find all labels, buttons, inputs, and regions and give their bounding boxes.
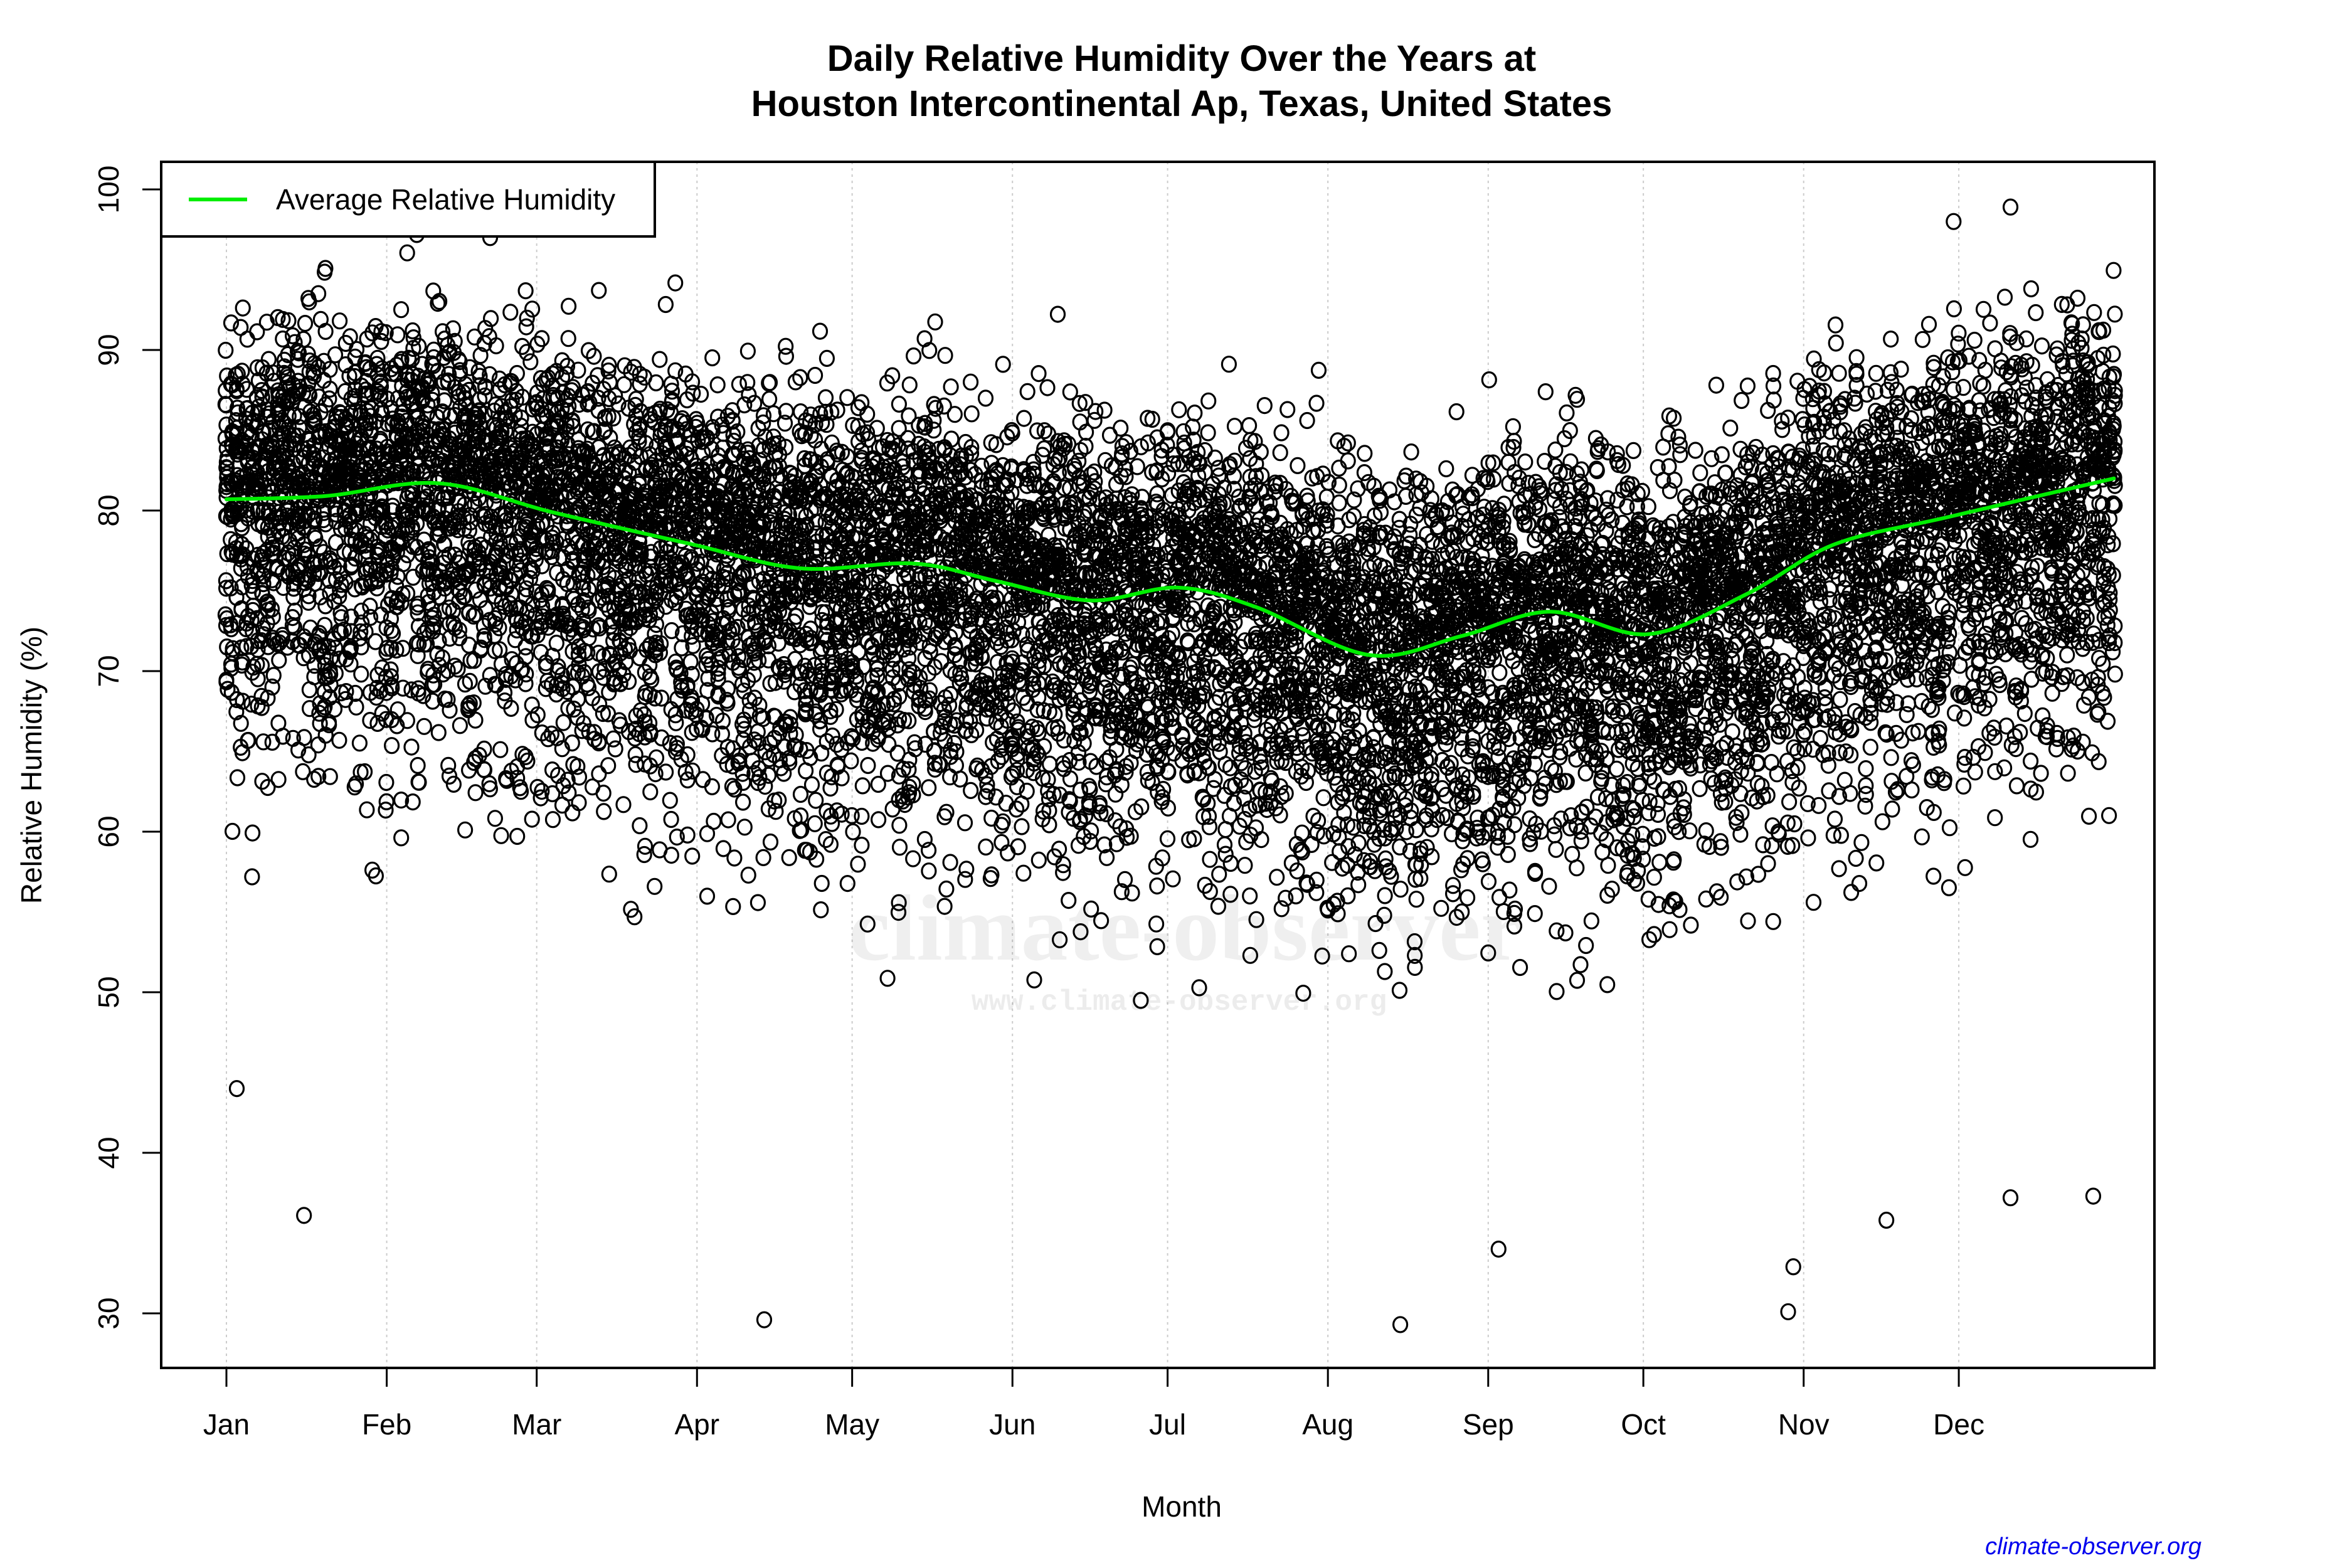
extreme-point [1392, 1316, 1409, 1333]
y-axis-title: Relative Humidity (%) [15, 627, 48, 904]
credit-link[interactable]: climate-observer.org [1985, 1534, 2201, 1560]
chart-subtitle: Houston Intercontinental Ap, Texas, Unit… [751, 83, 1613, 124]
y-axis: 30 40 50 60 70 80 90 100 [92, 166, 161, 1330]
extreme-point [1780, 1303, 1796, 1321]
x-tick-label-jul: Jul [1149, 1408, 1186, 1441]
y-tick-label: 50 [92, 976, 125, 1008]
x-tick-label-aug: Aug [1302, 1408, 1353, 1441]
average-humidity-line [225, 476, 2116, 658]
x-tick-label-feb: Feb [362, 1408, 411, 1441]
x-tick-label-nov: Nov [1778, 1408, 1830, 1441]
x-tick-label-may: May [825, 1408, 879, 1441]
extreme-point [756, 1311, 773, 1328]
extreme-point [1946, 213, 1962, 230]
plot-frame [160, 161, 2156, 1369]
extreme-point [228, 1079, 245, 1098]
watermark-url: www.climate-observer.org [972, 986, 1387, 1019]
x-axis: Jan Feb Mar Apr May Jun Jul Aug Sep Oct Nov Dec [203, 1368, 1984, 1441]
x-tick-label-sep: Sep [1463, 1408, 1514, 1441]
x-tick-label-oct: Oct [1621, 1408, 1666, 1441]
y-tick-label: 60 [92, 815, 125, 847]
y-tick-label: 30 [92, 1297, 125, 1329]
y-tick-label: 40 [92, 1136, 125, 1168]
extreme-point [1785, 1258, 1801, 1276]
x-axis-title: Month [1142, 1490, 1222, 1523]
extreme-point [296, 1207, 312, 1224]
extreme-point [2002, 198, 2019, 216]
extreme-point [1878, 1211, 1895, 1229]
legend: Average Relative Humidity [160, 161, 656, 238]
y-tick-label: 90 [92, 334, 125, 366]
extreme-point [2085, 1187, 2102, 1205]
y-tick-label: 80 [92, 494, 125, 526]
x-tick-label-apr: Apr [674, 1408, 719, 1441]
x-tick-label-jun: Jun [989, 1408, 1036, 1441]
chart-title: Daily Relative Humidity Over the Years a… [827, 38, 1536, 79]
y-tick-label: 70 [92, 655, 125, 687]
legend-label: Average Relative Humidity [276, 183, 615, 216]
x-tick-label-jan: Jan [203, 1408, 250, 1441]
extreme-point [2002, 1189, 2019, 1207]
y-tick-label: 100 [92, 166, 125, 214]
extreme-point [1490, 1240, 1507, 1258]
x-tick-label-dec: Dec [1933, 1408, 1984, 1441]
x-tick-label-mar: Mar [512, 1408, 561, 1441]
